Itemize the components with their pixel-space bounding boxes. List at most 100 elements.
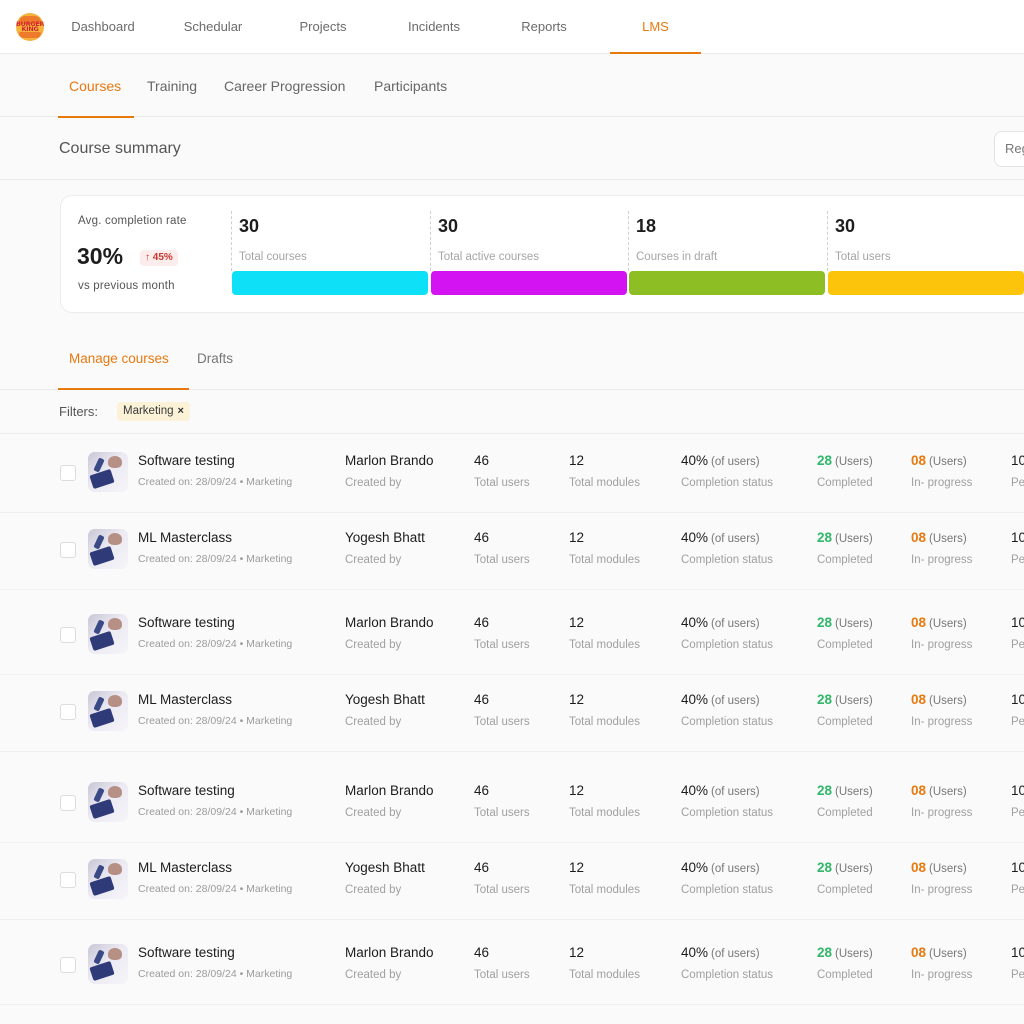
nav-projects[interactable]: Projects bbox=[299, 19, 347, 34]
completed-label: Completed bbox=[817, 807, 873, 819]
completion-unit: (of users) bbox=[711, 456, 760, 468]
stat-label: Courses in draft bbox=[636, 251, 718, 263]
row-checkbox[interactable] bbox=[60, 542, 76, 558]
total-modules-value: 12 bbox=[569, 860, 585, 875]
in-progress-unit: (Users) bbox=[929, 948, 967, 960]
in-progress-unit: (Users) bbox=[929, 456, 967, 468]
in-progress-value: 08 bbox=[911, 530, 927, 545]
filter-chip-marketing[interactable]: Marketing × bbox=[117, 402, 190, 421]
subnav-active-indicator bbox=[58, 116, 134, 118]
stat-value: 30 bbox=[438, 216, 459, 236]
completion-value: 40% bbox=[681, 453, 709, 468]
in-progress-label: In- progress bbox=[911, 639, 973, 651]
tab-participants[interactable]: Participants bbox=[374, 78, 448, 94]
completion-label: Completion status bbox=[681, 969, 774, 981]
completed-users: 28 (Users) bbox=[817, 453, 873, 468]
row-checkbox[interactable] bbox=[60, 465, 76, 481]
course-creator: Yogesh Bhatt bbox=[345, 692, 425, 707]
completion-label: Completion status bbox=[681, 639, 774, 651]
table-row[interactable]: Software testing Created on: 28/09/24 • M… bbox=[0, 597, 1024, 675]
course-title[interactable]: ML Masterclass bbox=[138, 692, 233, 707]
completed-users: 28 (Users) bbox=[817, 615, 873, 630]
completed-label: Completed bbox=[817, 969, 873, 981]
in-progress-users: 08 (Users) bbox=[911, 945, 967, 960]
extra-column-value: 10 bbox=[1011, 945, 1024, 960]
total-modules-label: Total modules bbox=[569, 884, 640, 896]
nav-schedular[interactable]: Schedular bbox=[183, 19, 243, 34]
table-row[interactable]: ML Masterclass Created on: 28/09/24 • Mar… bbox=[0, 512, 1024, 590]
total-modules-label: Total modules bbox=[569, 807, 640, 819]
stat-total-users: 30 Total users bbox=[827, 211, 1024, 297]
course-title[interactable]: Software testing bbox=[138, 615, 235, 630]
course-title[interactable]: Software testing bbox=[138, 783, 235, 798]
row-checkbox[interactable] bbox=[60, 957, 76, 973]
extra-column-label: Pe bbox=[1011, 807, 1024, 819]
total-users-label: Total users bbox=[474, 554, 530, 566]
course-creator: Marlon Brando bbox=[345, 453, 434, 468]
table-row[interactable]: Software testing Created on: 28/09/24 • M… bbox=[0, 927, 1024, 1005]
nav-reports[interactable]: Reports bbox=[521, 19, 567, 34]
stat-total-courses: 30 Total courses bbox=[231, 211, 429, 297]
report-button[interactable]: Reg bbox=[994, 131, 1024, 167]
total-users-label: Total users bbox=[474, 716, 530, 728]
table-row[interactable]: Software testing Created on: 28/09/24 • M… bbox=[0, 765, 1024, 843]
in-progress-value: 08 bbox=[911, 692, 927, 707]
completion-status: 40% (of users) bbox=[681, 530, 760, 545]
row-checkbox[interactable] bbox=[60, 795, 76, 811]
total-modules-value: 12 bbox=[569, 615, 585, 630]
nav-incidents[interactable]: Incidents bbox=[407, 19, 461, 34]
completed-label: Completed bbox=[817, 554, 873, 566]
completed-users: 28 (Users) bbox=[817, 692, 873, 707]
course-creator: Marlon Brando bbox=[345, 945, 434, 960]
table-row[interactable]: ML Masterclass Created on: 28/09/24 • Mar… bbox=[0, 842, 1024, 920]
table-row[interactable]: ML Masterclass Created on: 28/09/24 • Mar… bbox=[0, 674, 1024, 752]
tab-training[interactable]: Training bbox=[147, 78, 198, 94]
completion-value: 40% bbox=[681, 692, 709, 707]
stat-total-active-courses: 30 Total active courses bbox=[430, 211, 628, 297]
total-users-label: Total users bbox=[474, 884, 530, 896]
completed-value: 28 bbox=[817, 945, 833, 960]
tab-drafts[interactable]: Drafts bbox=[197, 351, 234, 366]
course-thumbnail bbox=[88, 859, 128, 899]
tab-manage-courses[interactable]: Manage courses bbox=[69, 351, 169, 366]
close-icon[interactable]: × bbox=[177, 405, 184, 417]
course-meta: Created on: 28/09/24 • Marketing bbox=[138, 968, 293, 980]
stat-divider bbox=[827, 211, 828, 271]
table-row[interactable]: Software testing Created on: 28/09/24 • M… bbox=[0, 435, 1024, 513]
total-users-label: Total users bbox=[474, 477, 530, 489]
completed-unit: (Users) bbox=[835, 786, 873, 798]
extra-column-label: Pe bbox=[1011, 639, 1024, 651]
course-title[interactable]: Software testing bbox=[138, 453, 235, 468]
row-checkbox[interactable] bbox=[60, 872, 76, 888]
completion-unit: (of users) bbox=[711, 618, 760, 630]
tab-courses[interactable]: Courses bbox=[69, 78, 122, 94]
completed-users: 28 (Users) bbox=[817, 945, 873, 960]
course-title[interactable]: Software testing bbox=[138, 945, 235, 960]
stat-label: Total users bbox=[835, 251, 891, 263]
in-progress-label: In- progress bbox=[911, 807, 973, 819]
stat-divider bbox=[628, 211, 629, 271]
creator-label: Created by bbox=[345, 884, 402, 896]
completion-status: 40% (of users) bbox=[681, 945, 760, 960]
tab-career-progression[interactable]: Career Progression bbox=[224, 78, 346, 94]
course-title[interactable]: ML Masterclass bbox=[138, 530, 233, 545]
completion-unit: (of users) bbox=[711, 533, 760, 545]
extra-column-label: Pe bbox=[1011, 969, 1024, 981]
completion-status: 40% (of users) bbox=[681, 860, 760, 875]
in-progress-unit: (Users) bbox=[929, 695, 967, 707]
total-modules-value: 12 bbox=[569, 530, 585, 545]
completion-label: Completion status bbox=[681, 807, 774, 819]
row-checkbox[interactable] bbox=[60, 704, 76, 720]
course-title[interactable]: ML Masterclass bbox=[138, 860, 233, 875]
completion-label: Completion status bbox=[681, 716, 774, 728]
in-progress-value: 08 bbox=[911, 615, 927, 630]
stat-color-bar bbox=[828, 271, 1024, 295]
creator-label: Created by bbox=[345, 807, 402, 819]
completed-unit: (Users) bbox=[835, 695, 873, 707]
in-progress-unit: (Users) bbox=[929, 618, 967, 630]
burger-king-logo[interactable]: BURGER KING bbox=[16, 13, 44, 41]
row-checkbox[interactable] bbox=[60, 627, 76, 643]
sub-navigation: Courses Training Career Progression Part… bbox=[0, 55, 1024, 118]
nav-dashboard[interactable]: Dashboard bbox=[71, 19, 135, 34]
nav-lms[interactable]: LMS bbox=[642, 19, 669, 34]
